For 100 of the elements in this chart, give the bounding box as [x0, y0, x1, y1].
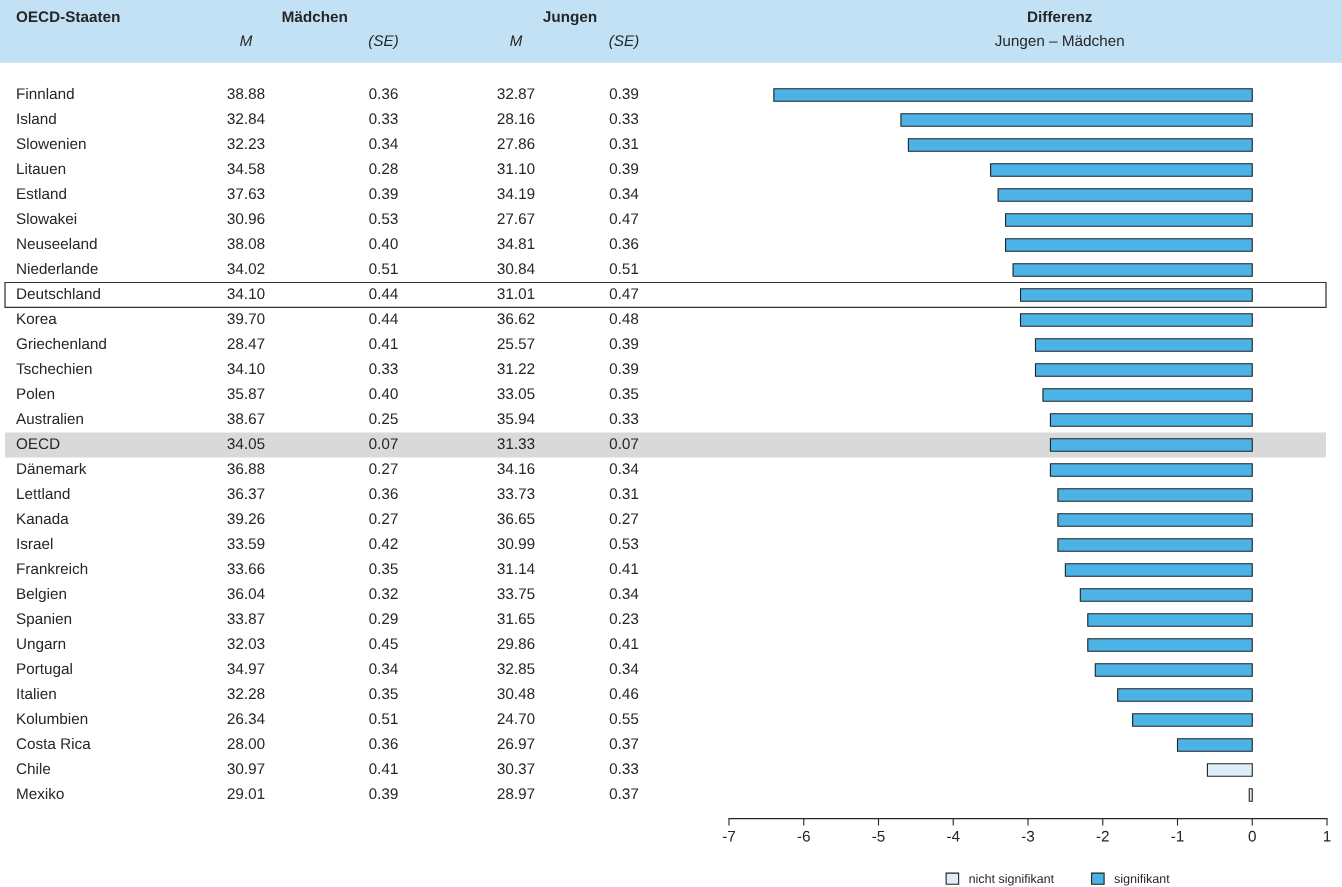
data-label: 34.10: [227, 288, 265, 300]
y-tick-label: Polen: [17, 387, 55, 400]
y-tick-label: Portugal: [17, 662, 72, 678]
y-tick-label: Estland: [17, 187, 66, 200]
y-tick-label: Israel: [17, 537, 53, 550]
text: Mädchen: [282, 10, 347, 23]
x-tick-label: (SE): [368, 34, 398, 50]
data-label: 30.48: [497, 688, 535, 700]
data-label: 32.85: [497, 663, 535, 675]
data-label: 35.87: [227, 388, 265, 400]
data-label: 0.33: [369, 363, 398, 375]
chart-title: Differenz: [1028, 10, 1092, 23]
data-label: 0.41: [609, 563, 639, 575]
data-label: 32.84: [227, 113, 265, 125]
data-label: 34.97: [227, 663, 265, 675]
x-tick-label: -2: [1096, 830, 1109, 842]
data-label: 31.14: [497, 563, 535, 575]
x-tick-label: -3: [1021, 830, 1035, 842]
data-label: 0.31: [609, 488, 639, 500]
data-label: 0.34: [609, 663, 639, 675]
y-tick-label: Dänemark: [17, 462, 87, 475]
y-tick-label: Australien: [16, 412, 83, 425]
y-tick-label: Ungarn: [17, 638, 66, 653]
data-label: 0.39: [609, 163, 639, 175]
data-label: 34.19: [497, 188, 535, 200]
data-label: 0.31: [609, 138, 639, 150]
data-label: 28.16: [497, 113, 535, 125]
data-label: 0.29: [369, 613, 398, 625]
y-tick-label: Kolumbien: [17, 712, 88, 725]
data-label: 0.07: [369, 438, 398, 450]
data-label: 30.84: [497, 263, 535, 275]
data-label: 0.27: [369, 463, 398, 475]
data-label: 0.39: [369, 188, 398, 200]
legend-label: nicht signifikant: [969, 873, 1054, 886]
data-label: 32.87: [497, 88, 535, 100]
text: Jungen: [543, 11, 597, 26]
y-tick-label: Frankreich: [17, 562, 88, 575]
data-label: 30.96: [227, 213, 265, 225]
data-label: 32.03: [227, 638, 265, 650]
y-tick-label: Niederlande: [17, 262, 98, 275]
data-label: 34.81: [497, 238, 535, 250]
data-label: 37.63: [227, 188, 265, 200]
data-label: 34.16: [497, 463, 535, 475]
x-tick-label: 0: [1248, 830, 1256, 842]
data-label: 0.33: [609, 763, 639, 775]
data-label: 0.36: [609, 238, 639, 250]
data-label: 28.47: [227, 338, 265, 350]
data-label: 33.59: [227, 538, 265, 550]
x-tick-label: (SE): [609, 34, 639, 50]
data-label: 32.23: [227, 138, 265, 150]
data-label: 38.67: [227, 413, 265, 425]
y-tick-label: Finnland: [17, 87, 74, 100]
data-label: 24.70: [497, 713, 535, 725]
data-label: 29.01: [227, 788, 265, 800]
y-tick-label: Griechenland: [16, 337, 106, 350]
chart-subtitle: Jungen – Mädchen: [994, 34, 1124, 50]
data-label: 0.41: [369, 338, 398, 350]
data-label: 0.34: [609, 463, 639, 475]
data-label: 0.35: [609, 388, 639, 400]
y-tick-label: Deutschland: [17, 287, 100, 300]
data-label: 0.40: [369, 388, 398, 400]
x-tick-label: 1: [1323, 830, 1331, 842]
data-label: 31.65: [497, 613, 535, 625]
data-label: 28.97: [497, 788, 535, 800]
data-label: 0.36: [369, 488, 398, 500]
data-label: 0.45: [369, 638, 398, 650]
y-tick-label: Italien: [17, 687, 56, 700]
data-label: 31.33: [497, 438, 535, 450]
y-tick-label: Kanada: [17, 512, 69, 525]
data-label: 0.51: [609, 263, 639, 275]
data-label: 30.97: [227, 763, 265, 775]
y-tick-label: Slowenien: [16, 137, 86, 150]
y-tick-label: Costa Rica: [16, 737, 91, 750]
data-label: 34.02: [227, 263, 265, 275]
data-label: 0.48: [609, 313, 639, 325]
data-label: 30.37: [497, 763, 535, 775]
data-label: 0.39: [609, 88, 639, 100]
data-label: 39.70: [227, 313, 265, 325]
data-label: 0.35: [369, 688, 398, 700]
data-label: 34.58: [227, 163, 265, 175]
data-label: 0.33: [609, 413, 639, 425]
data-label: 34.05: [227, 438, 265, 450]
data-label: 0.36: [369, 88, 398, 100]
data-label: 0.39: [609, 338, 639, 350]
data-label: 0.27: [369, 513, 398, 525]
y-tick-label: Korea: [17, 313, 57, 325]
data-label: 0.34: [369, 138, 398, 150]
data-label: 29.86: [497, 638, 535, 650]
data-label: 36.62: [497, 313, 535, 325]
y-tick-label: Spanien: [16, 612, 72, 628]
x-tick-label: M: [510, 35, 523, 46]
data-label: 0.46: [609, 688, 639, 700]
data-label: 0.28: [369, 163, 398, 175]
data-label: 0.27: [609, 513, 639, 525]
data-label: 38.88: [227, 88, 265, 100]
data-label: 0.07: [609, 438, 639, 450]
data-label: 33.66: [227, 563, 265, 575]
x-tick-label: -7: [722, 830, 736, 842]
data-label: 27.86: [497, 138, 535, 150]
data-label: 30.99: [497, 538, 535, 550]
